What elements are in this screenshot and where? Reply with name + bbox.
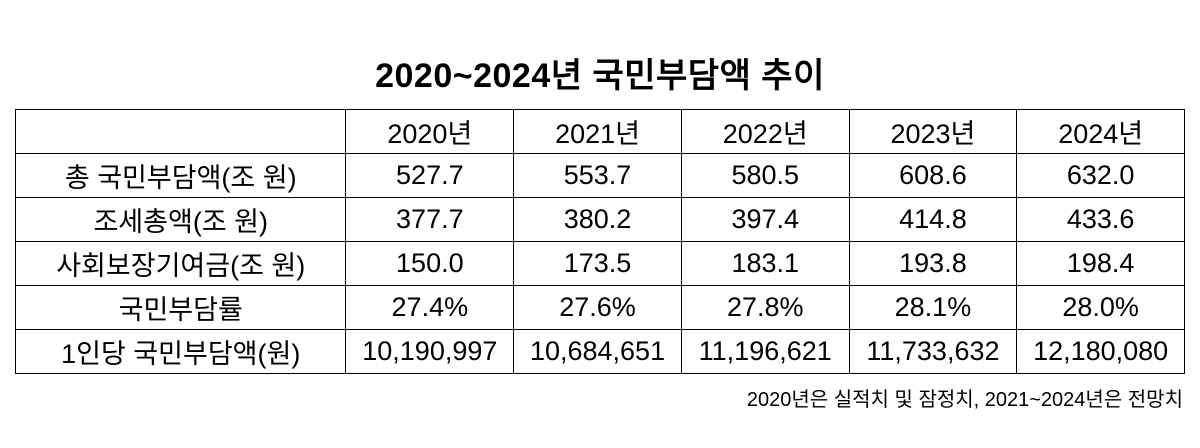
value-cell: 632.0 <box>1016 153 1185 198</box>
value-cell: 380.2 <box>513 197 682 242</box>
year-column-header: 2024년 <box>1016 109 1185 154</box>
value-cell: 414.8 <box>848 197 1018 242</box>
row-label: 1인당 국민부담액(원) <box>14 329 347 374</box>
year-column-header: 2022년 <box>680 109 850 154</box>
header-row: 2020년 2021년 2022년 2023년 2024년 <box>14 109 1185 154</box>
corner-cell <box>14 109 347 154</box>
value-cell: 27.4% <box>345 285 515 330</box>
value-cell: 12,180,080 <box>1016 329 1185 374</box>
table-row: 총 국민부담액(조 원) 527.7 553.7 580.5 608.6 632.0 <box>14 153 1185 198</box>
value-cell: 28.1% <box>848 285 1018 330</box>
value-cell: 580.5 <box>680 153 850 198</box>
year-column-header: 2021년 <box>513 109 682 154</box>
value-cell: 397.4 <box>680 197 850 242</box>
value-cell: 377.7 <box>345 197 515 242</box>
value-cell: 11,733,632 <box>848 329 1018 374</box>
table-row: 조세총액(조 원) 377.7 380.2 397.4 414.8 433.6 <box>14 197 1185 242</box>
table-body: 총 국민부담액(조 원) 527.7 553.7 580.5 608.6 632.0 조세총… <box>14 153 1185 374</box>
page-title: 2020~2024년 국민부담액 추이 <box>375 57 825 95</box>
year-column-header: 2023년 <box>848 109 1018 154</box>
table-footnote: 2020년은 실적치 및 잠정치, 2021~2024년은 전망치 <box>746 389 1183 411</box>
value-cell: 193.8 <box>848 241 1018 286</box>
value-cell: 173.5 <box>513 241 682 286</box>
value-cell: 10,684,651 <box>513 329 682 374</box>
value-cell: 608.6 <box>848 153 1018 198</box>
value-cell: 27.6% <box>513 285 682 330</box>
table-row: 1인당 국민부담액(원) 10,190,997 10,684,651 11,196,6… <box>14 329 1185 374</box>
value-cell: 11,196,621 <box>680 329 850 374</box>
table-header: 2020년 2021년 2022년 2023년 2024년 <box>14 109 1185 154</box>
table-row: 국민부담률 27.4% 27.6% 27.8% 28.1% 28.0% <box>14 285 1185 330</box>
row-label: 조세총액(조 원) <box>14 197 347 242</box>
value-cell: 433.6 <box>1016 197 1185 242</box>
value-cell: 28.0% <box>1016 285 1185 330</box>
value-cell: 553.7 <box>513 153 682 198</box>
value-cell: 27.8% <box>680 285 850 330</box>
value-cell: 150.0 <box>345 241 515 286</box>
value-cell: 198.4 <box>1016 241 1185 286</box>
value-cell: 527.7 <box>345 153 515 198</box>
national-burden-table: 2020년 2021년 2022년 2023년 2024년 총 국민부담액(조 원) 52… <box>14 109 1185 374</box>
table-row: 사회보장기여금(조 원) 150.0 173.5 183.1 193.8 198.4 <box>14 241 1185 286</box>
row-label: 총 국민부담액(조 원) <box>14 153 347 198</box>
row-label: 국민부담률 <box>14 285 347 330</box>
year-column-header: 2020년 <box>345 109 515 154</box>
value-cell: 10,190,997 <box>345 329 515 374</box>
row-label: 사회보장기여금(조 원) <box>14 241 347 286</box>
value-cell: 183.1 <box>680 241 850 286</box>
